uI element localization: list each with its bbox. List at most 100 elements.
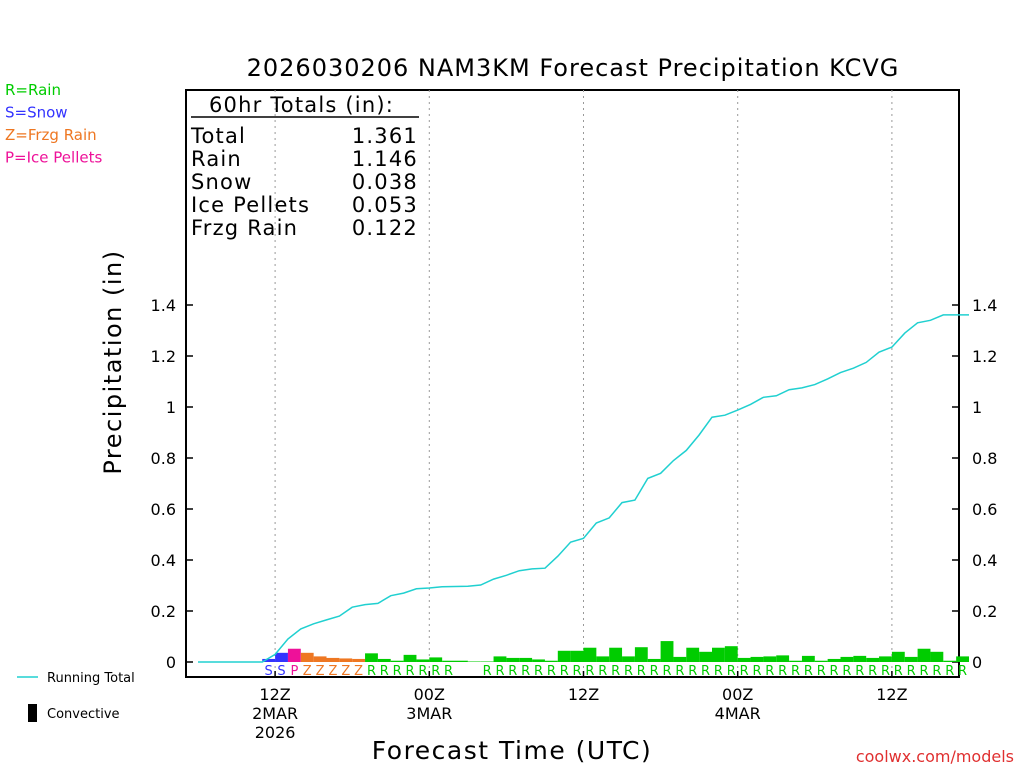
precip-bar (943, 660, 957, 662)
precip-type-label: R (367, 664, 376, 679)
precip-type-label: R (727, 664, 736, 679)
precip-type-label: R (830, 664, 839, 679)
x-tick-label: 3MAR (406, 704, 452, 723)
precip-type-label: R (842, 664, 851, 679)
precip-type-label: R (868, 664, 877, 679)
y-tick-label-left: 1 (166, 398, 176, 417)
x-tick-label: 2MAR (252, 704, 298, 723)
precip-type-label: R (688, 664, 697, 679)
y-tick-label-left: 1.2 (151, 347, 176, 366)
precip-type-label: R (778, 664, 787, 679)
precip-type-label: R (907, 664, 916, 679)
precip-type-label: R (752, 664, 761, 679)
precip-bar (570, 650, 584, 662)
precip-bar (724, 646, 738, 662)
precip-bar (557, 650, 571, 662)
precip-type-label: R (547, 664, 556, 679)
y-tick-label-left: 0.6 (151, 500, 176, 519)
y-tick-label-right: 1.4 (972, 296, 997, 315)
precip-type-label: R (804, 664, 813, 679)
precip-bar (814, 660, 828, 662)
precip-type-label: R (495, 664, 504, 679)
y-tick-label-left: 0.4 (151, 551, 176, 570)
x-tick-label: 12Z (876, 685, 907, 704)
y-tick-label-right: 0.2 (972, 602, 997, 621)
precip-type-label: R (393, 664, 402, 679)
running-total-line (198, 314, 969, 663)
precip-type-label: R (406, 664, 415, 679)
precip-bar (712, 647, 725, 662)
totals-box: 60hr Totals (in): Total 1.361 Rain 1.146… (190, 93, 419, 240)
precip-bar (866, 657, 880, 662)
precip-type-label: Z (328, 664, 337, 679)
precip-type-label: R (598, 664, 607, 679)
precip-type-label: R (508, 664, 517, 679)
precip-bar (853, 655, 867, 662)
convective-legend: Convective (28, 704, 120, 722)
precip-bar (262, 658, 276, 662)
precip-type-label: R (573, 664, 582, 679)
precip-type-label: R (534, 664, 543, 679)
precip-type-label: R (920, 664, 929, 679)
precip-type-label: R (714, 664, 723, 679)
precip-type-label: R (945, 664, 954, 679)
type-legend-entry: R=Rain (5, 81, 61, 99)
precip-type-label: R (637, 664, 646, 679)
gridlines (274, 90, 893, 677)
precip-bar (455, 660, 468, 662)
precip-type-label: S (265, 664, 273, 679)
y-tick-label-left: 0.2 (151, 602, 176, 621)
precip-bar (660, 641, 674, 662)
totals-row-label: Frzg Rain (191, 216, 298, 240)
precip-type-label: R (611, 664, 620, 679)
y-axis-label: Precipitation (in) (99, 249, 127, 474)
precip-bar (493, 656, 507, 662)
precip-type-legend: R=Rain S=Snow Z=Frzg Rain P=Ice Pellets (5, 81, 102, 167)
precip-bar (634, 647, 648, 662)
y-tick-label-right: 0.6 (972, 500, 997, 519)
precip-type-label: R (380, 664, 389, 679)
precip-type-label: R (675, 664, 684, 679)
x-tick-label: 4MAR (715, 704, 761, 723)
precip-bar (673, 656, 687, 662)
precip-bar (429, 657, 443, 662)
precip-bar (647, 658, 661, 662)
y-axis-ticks: 0 0 0.2 0.2 0.4 0.4 0.6 0.6 0.8 0.8 1 1 1.2 1.2 1.4 1.4 (151, 296, 998, 672)
precip-bar (442, 660, 455, 662)
totals-row-value: 0.053 (352, 193, 418, 217)
precip-bar (519, 657, 533, 662)
precip-bar (699, 651, 712, 662)
precip-type-label: R (817, 664, 826, 679)
precip-bar (891, 651, 905, 662)
precip-bar (827, 658, 841, 662)
totals-row-value: 0.122 (352, 216, 418, 240)
precip-bar (339, 658, 353, 662)
x-tick-label: 00Z (722, 685, 753, 704)
x-tick-label: 12Z (259, 685, 290, 704)
x-tick-label: 00Z (414, 685, 445, 704)
precip-bar (352, 658, 366, 662)
totals-row-label: Ice Pellets (191, 193, 310, 217)
precip-type-label: R (418, 664, 427, 679)
precip-bar (789, 660, 802, 662)
precip-bar (686, 647, 700, 662)
y-tick-label-right: 0 (972, 653, 982, 672)
precip-bar (583, 647, 597, 662)
precip-type-label: R (881, 664, 890, 679)
precip-bar (622, 656, 635, 662)
precip-bar (416, 659, 430, 662)
y-tick-label-right: 0.4 (972, 551, 997, 570)
precip-bar (750, 656, 764, 662)
precip-bar (506, 657, 520, 662)
precip-type-label: R (740, 664, 749, 679)
precip-bar (930, 651, 944, 662)
precip-type-label: R (932, 664, 941, 679)
precip-type-label: R (663, 664, 672, 679)
precip-bar (840, 656, 854, 662)
totals-row-label: Rain (191, 147, 242, 171)
totals-row-value: 1.146 (352, 147, 418, 171)
y-tick-label-right: 1 (972, 398, 982, 417)
